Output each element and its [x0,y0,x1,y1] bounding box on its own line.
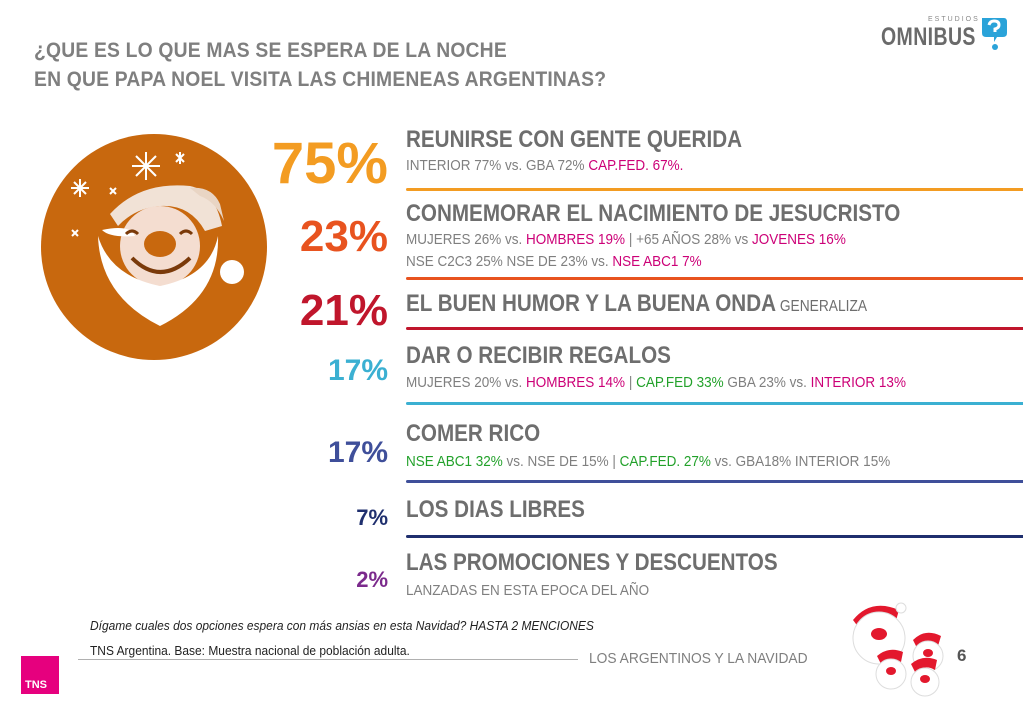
page-number: 6 [957,646,967,665]
option-label: DAR O RECIBIR REGALOS [406,342,671,370]
option-label: CONMEMORAR EL NACIMIENTO DE JESUCRISTO [406,200,900,228]
option-breakdown: NSE ABC1 32% vs. NSE DE 15% | CAP.FED. 2… [406,453,890,470]
breakdown-segment: CAP.FED. 67%. [588,157,684,174]
santa-illustration [41,134,267,360]
breakdown-segment: | +65 AÑOS 28% vs [625,231,753,248]
section-title: LOS ARGENTINOS Y LA NAVIDAD [589,650,808,667]
option-divider [406,480,1023,483]
footer-divider [78,659,578,660]
option-breakdown: LANZADAS EN ESTA EPOCA DEL AÑO [406,582,649,599]
santa-group-illustration [852,602,944,697]
breakdown-segment: INTERIOR 13% [810,374,906,391]
option-label-text: LOS DIAS LIBRES [406,496,585,523]
breakdown-segment: | [625,374,637,391]
option-divider [406,277,1023,280]
breakdown-segment: MUJERES 20% vs. [406,374,527,391]
percentage-value: 2% [356,567,388,592]
title-line-2: EN QUE PAPA NOEL VISITA LAS CHIMENEAS AR… [34,68,607,91]
logo-small-text: ESTUDIOS [928,16,980,23]
option-breakdown: NSE C2C3 25% NSE DE 23% vs. NSE ABC1 7% [406,253,702,270]
logo-big-text: OMNIBUS [881,23,976,51]
percentage-value: 21% [299,286,388,335]
breakdown-segment: NSE ABC1 7% [612,253,702,270]
breakdown-segment: HOMBRES 14% [526,374,626,391]
breakdown-segment: NSE ABC1 32% [406,453,503,470]
option-label-text: LAS PROMOCIONES Y DESCUENTOS [406,549,778,576]
percentage-value: 7% [356,505,388,530]
breakdown-segment: CAP.FED 33% [636,374,724,391]
option-label-text: EL BUEN HUMOR Y LA BUENA ONDA [406,290,777,317]
percentage-value: 17% [327,436,388,469]
survey-question: Dígame cuales dos opciones espera con má… [90,618,594,633]
breakdown-segment: NSE C2C3 25% NSE DE 23% vs. [406,253,613,270]
breakdown-segment: HOMBRES 19% [526,231,626,248]
option-breakdown: MUJERES 20% vs. HOMBRES 14% | CAP.FED 33… [406,374,906,391]
percentage-value: 75% [271,131,388,196]
omnibus-logo: ESTUDIOS OMNIBUS [880,12,1010,56]
option-label: REUNIRSE CON GENTE QUERIDA [406,126,742,154]
option-label-text: COMER RICO [406,420,541,447]
option-label-text: DAR O RECIBIR REGALOS [406,342,671,369]
breakdown-segment: vs. GBA18% INTERIOR 15% [710,453,891,470]
title-line-1: ¿QUE ES LO QUE MAS SE ESPERA DE LA NOCHE [34,39,507,62]
option-divider [406,535,1023,538]
breakdown-segment: CAP.FED. 27% [619,453,711,470]
option-label: COMER RICO [406,420,540,448]
base-note: TNS Argentina. Base: Muestra nacional de… [90,643,410,658]
option-label-text: REUNIRSE CON GENTE QUERIDA [406,126,743,153]
breakdown-segment: JOVENES 16% [752,231,846,248]
option-label-text: CONMEMORAR EL NACIMIENTO DE JESUCRISTO [406,200,901,227]
option-divider [406,402,1023,405]
question-mark-icon [982,18,1007,50]
option-label: LAS PROMOCIONES Y DESCUENTOS [406,549,778,577]
breakdown-segment: INTERIOR 77% vs. GBA 72% [406,157,589,174]
option-breakdown: INTERIOR 77% vs. GBA 72% CAP.FED. 67%. [406,157,683,174]
option-label: EL BUEN HUMOR Y LA BUENA ONDA GENERALIZA [406,290,867,318]
page-title: ¿QUE ES LO QUE MAS SE ESPERA DE LA NOCHE… [34,36,606,94]
percentage-value: 17% [327,354,388,387]
breakdown-segment: MUJERES 26% vs. [406,231,527,248]
tns-logo-text: TNS [25,679,47,691]
option-divider [406,188,1023,191]
option-breakdown: MUJERES 26% vs. HOMBRES 19% | +65 AÑOS 2… [406,231,846,248]
option-label: LOS DIAS LIBRES [406,496,585,524]
breakdown-segment: LANZADAS EN ESTA EPOCA DEL AÑO [406,582,650,599]
breakdown-segment: vs. NSE DE 15% | [502,453,620,470]
option-divider [406,327,1023,330]
breakdown-segment: GBA 23% vs. [723,374,811,391]
option-label-note: GENERALIZA [776,298,868,315]
tns-logo: TNS [21,656,59,694]
percentage-value: 23% [299,212,388,261]
